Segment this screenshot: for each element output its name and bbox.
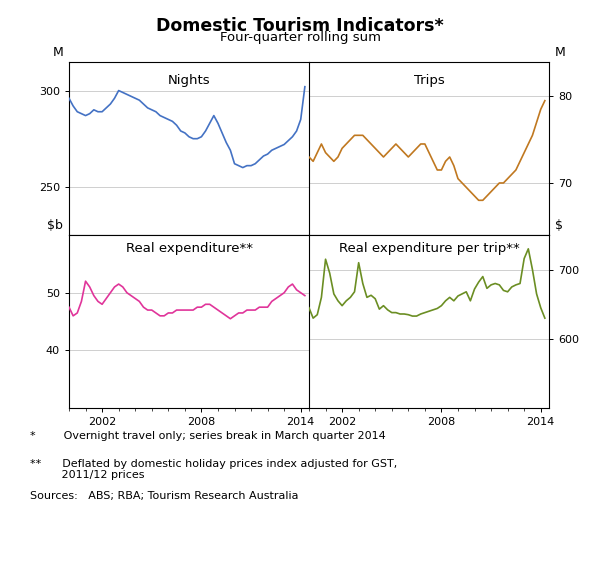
Text: Domestic Tourism Indicators*: Domestic Tourism Indicators* [156, 17, 444, 35]
Text: **      Deflated by domestic holiday prices index adjusted for GST,
         201: ** Deflated by domestic holiday prices i… [30, 459, 397, 480]
Text: Trips: Trips [413, 74, 445, 87]
Text: *        Overnight travel only; series break in March quarter 2014: * Overnight travel only; series break in… [30, 431, 386, 441]
Text: Nights: Nights [167, 74, 211, 87]
Text: $: $ [555, 219, 563, 232]
Text: Sources:   ABS; RBA; Tourism Research Australia: Sources: ABS; RBA; Tourism Research Aust… [30, 491, 299, 501]
Text: Real expenditure per trip**: Real expenditure per trip** [338, 242, 520, 255]
Text: Real expenditure**: Real expenditure** [125, 242, 253, 255]
Text: M: M [555, 46, 566, 59]
Text: $b: $b [47, 219, 63, 232]
Text: Four-quarter rolling sum: Four-quarter rolling sum [220, 31, 380, 44]
Text: M: M [52, 46, 63, 59]
